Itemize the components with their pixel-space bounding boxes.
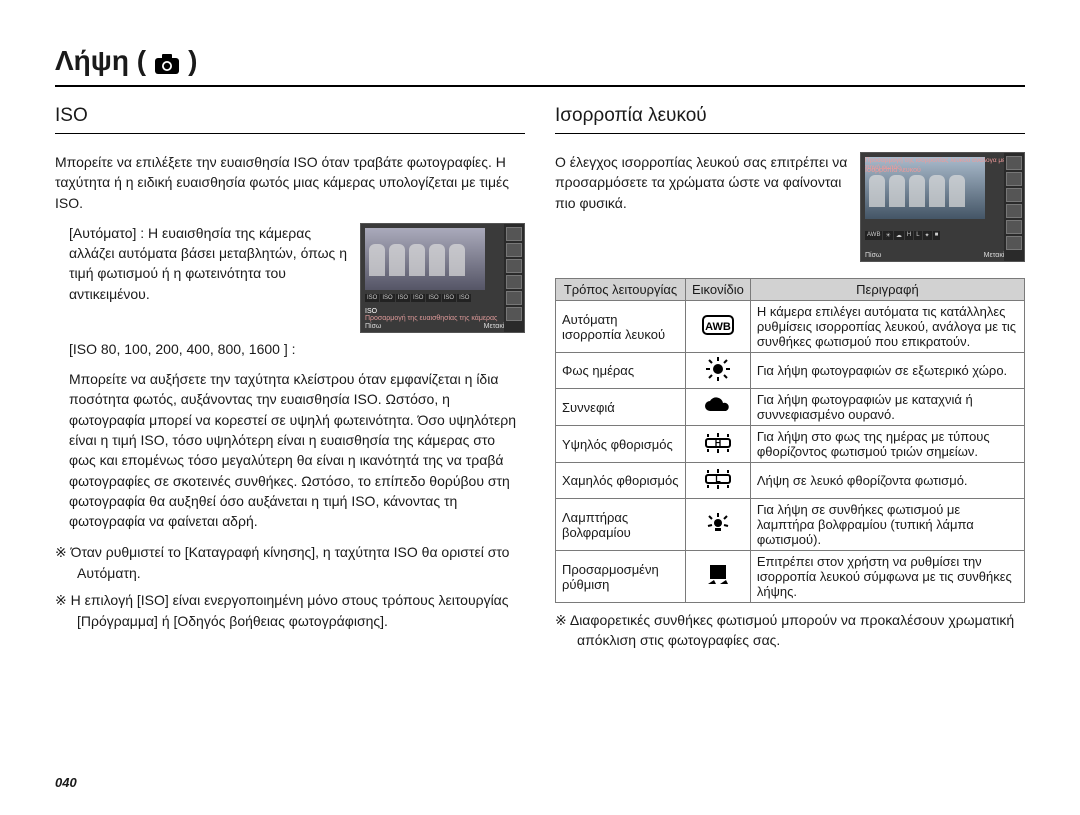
wb-desc-cell: Για λήψη φωτογραφιών με καταχνιά ή συννε…: [750, 389, 1024, 426]
wb-thumb-caption-mid: Ισορροπία λευκού: [865, 167, 921, 174]
fluor-h-icon: [702, 430, 734, 456]
wb-desc-cell: Για λήψη φωτογραφιών σε εξωτερικό χώρο.: [750, 353, 1024, 389]
wb-th-icon: Εικονίδιο: [686, 279, 751, 301]
wb-desc-cell: Για λήψη στο φως της ημέρας με τύπους φθ…: [750, 426, 1024, 463]
wb-desc-cell: Επιτρέπει στον χρήστη να ρυθμίσει την ισ…: [750, 551, 1024, 603]
wb-mode-cell: Αυτόματη ισορροπία λευκού: [556, 301, 686, 353]
wb-icon-cell: [686, 426, 751, 463]
wb-screenshot-thumb: Προσαρμογή της ισορροπίας λευκού ανάλογα…: [860, 152, 1025, 262]
camera-icon: [154, 50, 180, 72]
iso-note-1: ※ Όταν ρυθμιστεί το [Καταγραφή κίνησης],…: [55, 542, 525, 584]
iso-heading: ISO: [55, 105, 525, 134]
wb-desc-cell: Για λήψη σε συνθήκες φωτισμού με λαμπτήρ…: [750, 499, 1024, 551]
wb-mode-cell: Φως ημέρας: [556, 353, 686, 389]
wb-icon-cell: [686, 463, 751, 499]
wb-mode-cell: Συννεφιά: [556, 389, 686, 426]
page-number: 040: [55, 775, 77, 790]
thumb-back-label: Πίσω: [365, 323, 381, 330]
tungsten-icon: [702, 510, 734, 536]
table-row: Τρόπος λειτουργίας Εικονίδιο Περιγραφή: [556, 279, 1025, 301]
sun-icon: [702, 356, 734, 382]
iso-list-label: [ISO 80, 100, 200, 400, 800, 1600 ] :: [69, 341, 296, 357]
table-row: Συννεφιά Για λήψη φωτογραφιών με καταχνιά…: [556, 389, 1025, 426]
wb-footer-note: ※ Διαφορετικές συνθήκες φωτισμού μπορούν…: [555, 611, 1025, 650]
wb-th-desc: Περιγραφή: [750, 279, 1024, 301]
wb-desc-cell: Λήψη σε λευκό φθορίζοντα φωτισμό.: [750, 463, 1024, 499]
wb-icon-cell: [686, 353, 751, 389]
table-row: Προσαρμοσμένη ρύθμιση Επιτρέπει στον χρήσ…: [556, 551, 1025, 603]
wb-icon-cell: [686, 389, 751, 426]
page-title: Λήψη ( ): [55, 45, 1025, 87]
wb-icon-cell: [686, 551, 751, 603]
awb-icon: [702, 312, 734, 338]
wb-table: Τρόπος λειτουργίας Εικονίδιο Περιγραφή Α…: [555, 278, 1025, 603]
thumb-iso-desc: Προσαρμογή της ευαισθησίας της κάμερας: [365, 315, 497, 322]
right-column: Ισορροπία λευκού Προσαρμογή της ισορροπί…: [555, 105, 1025, 650]
cloud-icon: [702, 393, 734, 419]
custom-icon: [702, 562, 734, 588]
table-row: Λαμπτήρας βολφραμίου Για λήψη σε συνθήκες…: [556, 499, 1025, 551]
page-title-suffix: ): [188, 45, 197, 77]
wb-thumb-back: Πίσω: [865, 252, 881, 259]
wb-mode-cell: Λαμπτήρας βολφραμίου: [556, 499, 686, 551]
wb-mode-cell: Χαμηλός φθορισμός: [556, 463, 686, 499]
iso-intro: Μπορείτε να επιλέξετε την ευαισθησία ISO…: [55, 152, 525, 213]
thumb-iso-label: ISO: [365, 308, 497, 315]
fluor-l-icon: [702, 466, 734, 492]
iso-desc: Μπορείτε να αυξήσετε την ταχύτητα κλείστ…: [55, 369, 525, 531]
iso-screenshot-thumb: ISOISOISOISOISOISOISO ISO Προσαρμογή της…: [360, 223, 525, 333]
table-row: Αυτόματη ισορροπία λευκού Η κάμερα επιλέγ…: [556, 301, 1025, 353]
table-row: Φως ημέρας Για λήψη φωτογραφιών σε εξωτερ…: [556, 353, 1025, 389]
table-row: Υψηλός φθορισμός Για λήψη στο φως της ημέ…: [556, 426, 1025, 463]
auto-label: [Αυτόματο] :: [69, 225, 148, 241]
wb-mode-cell: Υψηλός φθορισμός: [556, 426, 686, 463]
left-column: ISO Μπορείτε να επιλέξετε την ευαισθησία…: [55, 105, 525, 650]
wb-icon-cell: [686, 301, 751, 353]
wb-icon-cell: [686, 499, 751, 551]
wb-th-mode: Τρόπος λειτουργίας: [556, 279, 686, 301]
page-title-prefix: Λήψη (: [55, 45, 146, 77]
iso-note-2: ※ Η επιλογή [ISO] είναι ενεργοποιημένη μ…: [55, 590, 525, 632]
wb-heading: Ισορροπία λευκού: [555, 105, 1025, 134]
wb-desc-cell: Η κάμερα επιλέγει αυτόματα τις κατάλληλε…: [750, 301, 1024, 353]
wb-mode-cell: Προσαρμοσμένη ρύθμιση: [556, 551, 686, 603]
table-row: Χαμηλός φθορισμός Λήψη σε λευκό φθορίζοντ…: [556, 463, 1025, 499]
